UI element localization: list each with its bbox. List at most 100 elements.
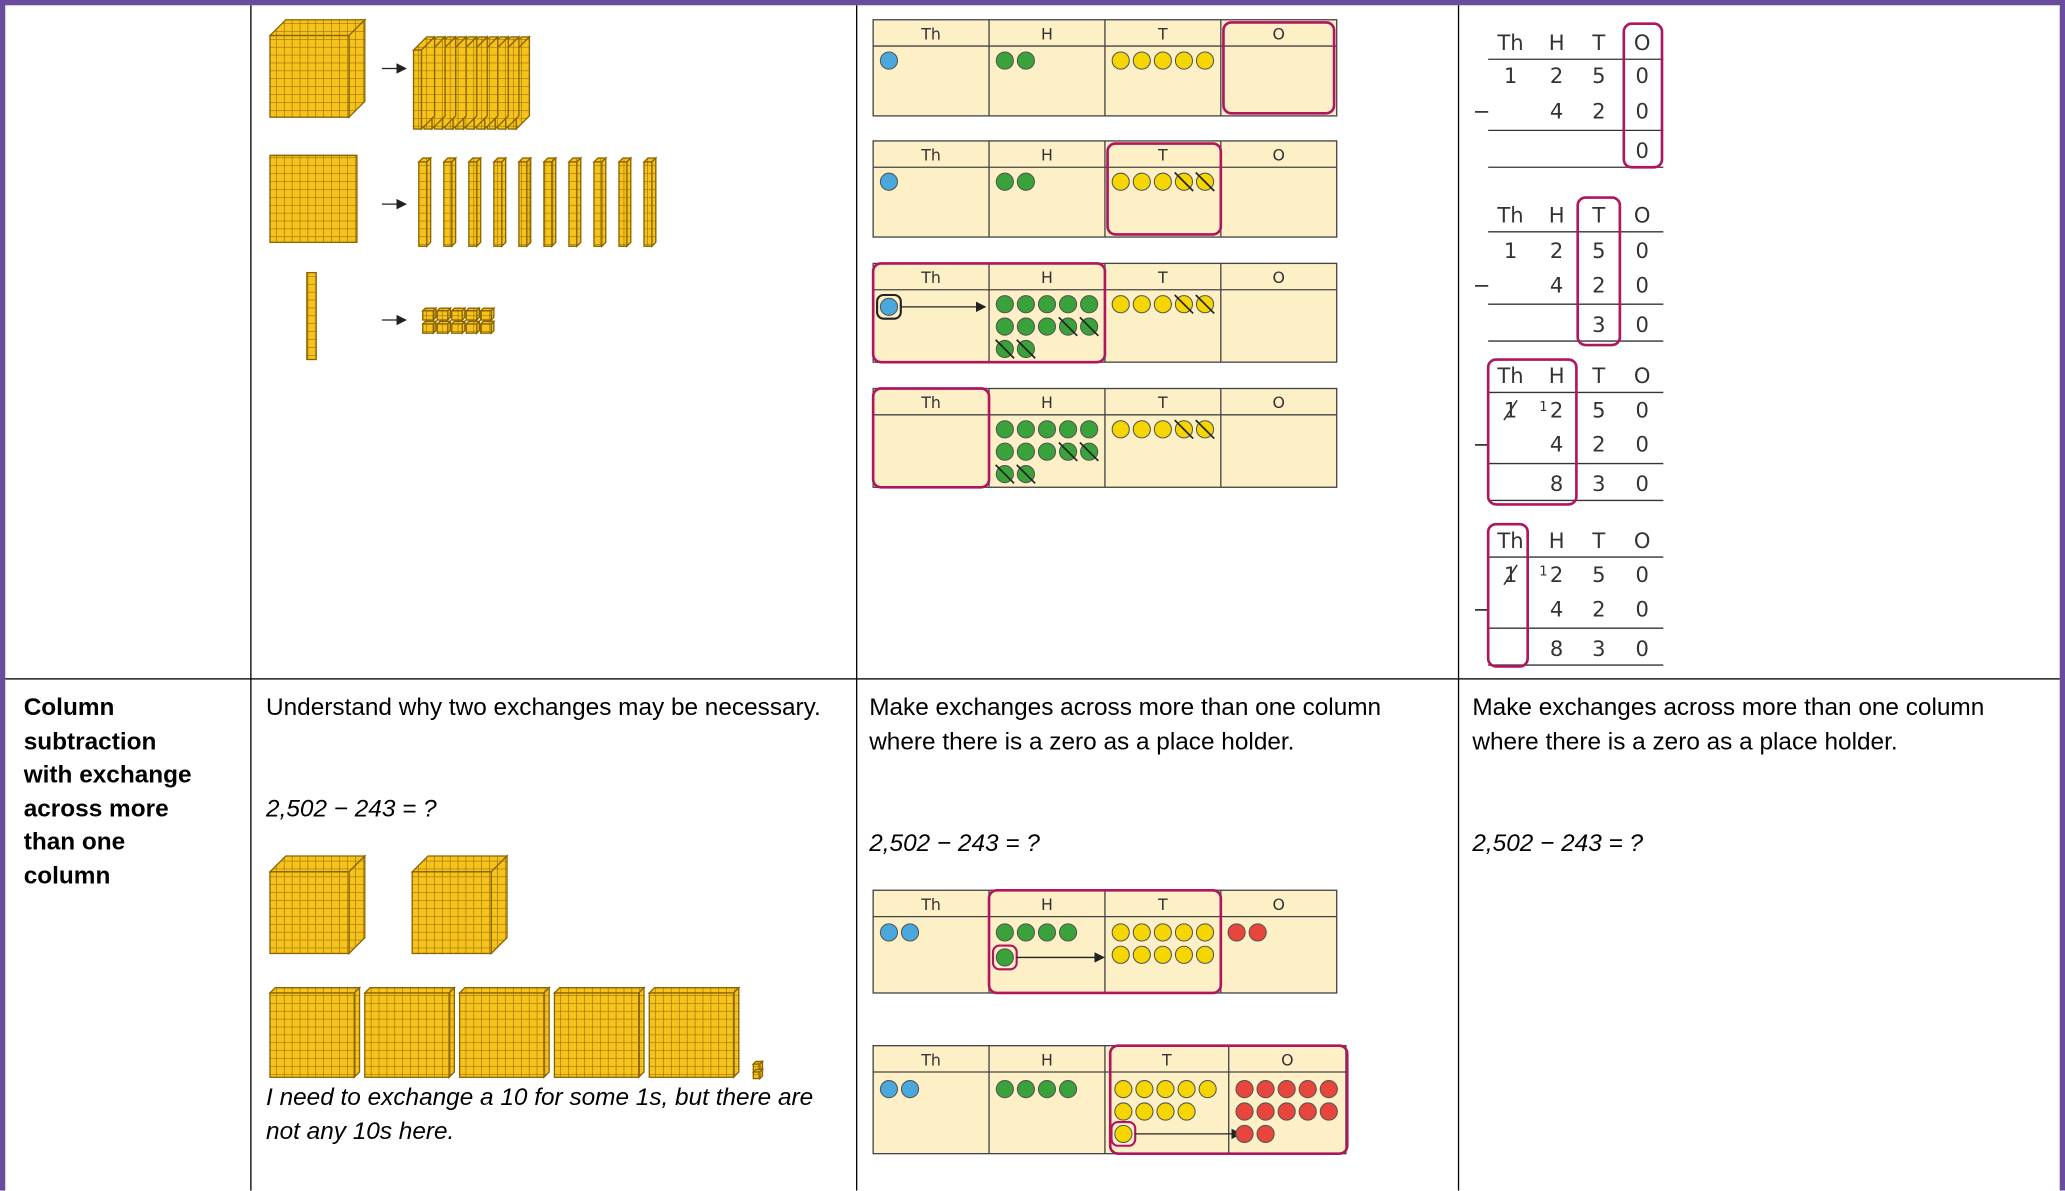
- block-top: [363, 987, 456, 994]
- digit: 0: [1636, 397, 1649, 422]
- counter: [1080, 295, 1099, 314]
- counter: [1319, 1080, 1338, 1099]
- counter: [1235, 1124, 1254, 1143]
- block-front: [568, 161, 578, 247]
- cross-out: [1079, 441, 1099, 462]
- counter: [1132, 295, 1151, 314]
- counter: [1177, 1080, 1196, 1099]
- answer-digit: 3: [1592, 312, 1605, 337]
- digit: 0: [1636, 99, 1649, 124]
- column-header: Th: [1496, 203, 1523, 228]
- counter: [1132, 945, 1151, 964]
- column-header: T: [1591, 528, 1605, 553]
- block-front: [269, 154, 358, 243]
- block-front: [752, 1071, 761, 1080]
- counter: [1132, 420, 1151, 439]
- counter: [879, 923, 899, 942]
- counter: [1114, 1124, 1133, 1143]
- cross-out: [1195, 294, 1215, 315]
- cell-text: Make exchanges across more than one colu…: [869, 692, 1382, 755]
- counter: [1132, 923, 1151, 942]
- digit: 1: [1504, 238, 1517, 263]
- operator: −: [1473, 596, 1491, 621]
- digit: 4: [1550, 272, 1563, 297]
- counter: [1080, 420, 1099, 439]
- cross-out: [1174, 294, 1194, 315]
- counter: [1111, 295, 1130, 314]
- counter: [1016, 51, 1035, 70]
- equation: 2,502 − 243 = ?: [869, 828, 1040, 857]
- column-header: T: [1157, 25, 1168, 44]
- highlight: [1486, 522, 1529, 668]
- column-header: O: [1634, 30, 1651, 55]
- block-front: [493, 161, 503, 247]
- column-header: H: [1041, 146, 1053, 165]
- block-front: [451, 310, 463, 321]
- highlight: [1576, 196, 1622, 347]
- counter: [1016, 172, 1035, 191]
- column-header: T: [1591, 203, 1605, 228]
- block-front: [643, 161, 653, 247]
- column-header: O: [1281, 1050, 1293, 1069]
- column-header: Th: [920, 895, 941, 914]
- border: [2059, 0, 2065, 1191]
- counter: [1037, 442, 1057, 461]
- block-side: [348, 854, 366, 956]
- column-header: H: [1041, 393, 1053, 412]
- border: [0, 0, 2065, 6]
- column-header: O: [1634, 203, 1651, 228]
- digit: 0: [1636, 432, 1649, 457]
- block-front: [451, 323, 463, 334]
- digit: 5: [1592, 397, 1605, 422]
- cross-out: [1503, 564, 1518, 586]
- operator: −: [1473, 272, 1491, 297]
- counter: [1132, 51, 1151, 70]
- cross-out: [1016, 339, 1036, 359]
- column-header: Th: [1496, 30, 1523, 55]
- counter: [1235, 1102, 1254, 1121]
- digit: 0: [1636, 272, 1649, 297]
- counter: [995, 948, 1014, 967]
- counter: [1156, 1102, 1175, 1121]
- block-side: [732, 986, 740, 1079]
- cross-out: [1195, 171, 1215, 192]
- digit: 0: [1636, 562, 1649, 587]
- block-front: [480, 323, 492, 334]
- operator: −: [1473, 432, 1491, 457]
- counter: [1298, 1080, 1317, 1099]
- counter: [1277, 1080, 1296, 1099]
- column-header: Th: [920, 393, 941, 412]
- block-side: [420, 35, 436, 131]
- block-top: [268, 987, 362, 994]
- column-header: H: [1041, 895, 1053, 914]
- counter: [995, 295, 1014, 314]
- block-front: [411, 871, 492, 955]
- counter: [879, 51, 899, 70]
- block-side: [490, 854, 508, 956]
- cross-out: [995, 339, 1015, 359]
- counter: [995, 51, 1014, 70]
- block-front: [364, 992, 450, 1078]
- block-side: [348, 18, 366, 119]
- counter: [995, 420, 1014, 439]
- column-header: O: [1634, 528, 1651, 553]
- cross-out: [1174, 171, 1194, 192]
- block-front: [465, 323, 478, 334]
- counter: [1153, 945, 1172, 964]
- answer-digit: 0: [1636, 138, 1649, 163]
- counter: [1248, 923, 1267, 942]
- column-header: Th: [1496, 528, 1523, 553]
- counter: [1153, 51, 1172, 70]
- counter: [1174, 923, 1194, 942]
- counter: [1058, 923, 1078, 942]
- counter: [1037, 923, 1057, 942]
- counter: [1111, 945, 1130, 964]
- answer-digit: 0: [1636, 312, 1649, 337]
- column-header: O: [1273, 393, 1285, 412]
- counter: [1195, 945, 1215, 964]
- digit: 0: [1636, 596, 1649, 621]
- digit: 2: [1592, 432, 1605, 457]
- column-header: H: [1041, 25, 1053, 44]
- column-header: H: [1549, 30, 1565, 55]
- column-header: Th: [920, 1050, 941, 1069]
